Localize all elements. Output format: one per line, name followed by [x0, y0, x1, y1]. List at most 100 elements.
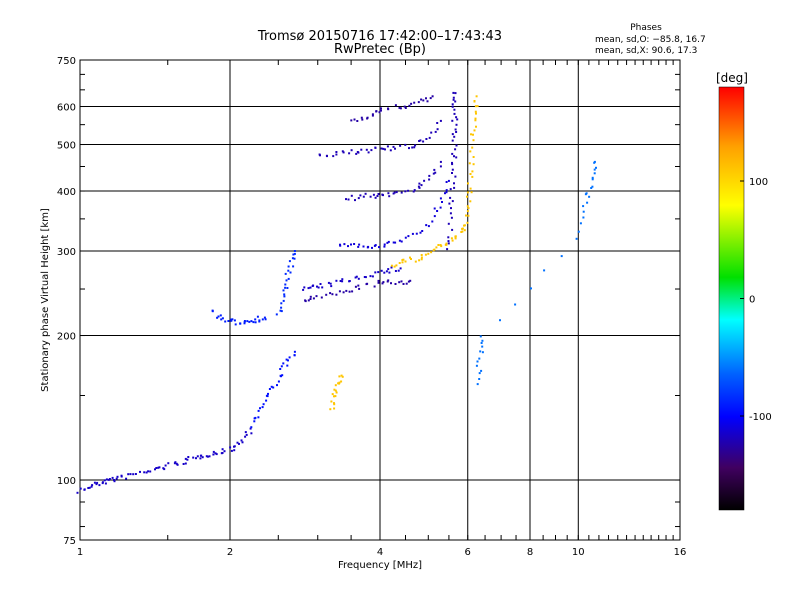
data-point — [374, 196, 377, 199]
y-tick-label: 600 — [57, 103, 76, 114]
gridlines — [80, 60, 680, 540]
data-point — [404, 143, 407, 146]
data-point — [205, 455, 208, 458]
data-point — [333, 407, 336, 410]
data-point — [195, 457, 197, 460]
data-point — [447, 240, 450, 243]
data-point — [132, 473, 135, 476]
data-point — [447, 236, 450, 239]
data-point — [95, 483, 98, 486]
data-point — [390, 264, 393, 267]
data-point — [454, 175, 457, 178]
data-point — [369, 275, 372, 278]
data-point — [455, 123, 458, 126]
data-point — [348, 290, 351, 293]
data-point — [87, 487, 90, 489]
data-point — [275, 313, 278, 316]
data-point — [315, 295, 318, 298]
data-point — [272, 386, 275, 389]
data-point — [343, 243, 346, 246]
tick-labels: 1 2 4 6 8 10 16 75 100 200 300 400 500 600 750 — [57, 56, 686, 558]
data-point — [454, 235, 457, 238]
data-point — [433, 215, 436, 218]
data-point — [407, 280, 410, 283]
data-point — [412, 190, 415, 193]
data-point — [233, 445, 235, 448]
data-point — [447, 179, 450, 182]
data-point — [380, 147, 383, 150]
data-point — [233, 319, 236, 322]
data-point — [478, 378, 481, 380]
data-point — [246, 320, 249, 323]
data-point — [335, 293, 338, 296]
data-point — [407, 189, 410, 192]
data-point — [420, 258, 423, 261]
data-point — [413, 146, 416, 149]
data-point — [451, 228, 454, 231]
data-point — [291, 257, 294, 260]
data-point — [471, 170, 474, 173]
data-point — [280, 302, 283, 305]
data-point — [230, 318, 233, 321]
data-point — [433, 248, 436, 251]
data-point — [333, 395, 335, 398]
data-point — [449, 212, 452, 215]
data-point — [199, 457, 202, 460]
data-point — [280, 306, 283, 309]
colorbar-ticks: 100 0 -100 — [740, 177, 772, 423]
data-point — [463, 229, 466, 232]
data-point — [414, 144, 417, 147]
data-point — [460, 231, 463, 233]
data-point — [208, 455, 211, 458]
data-point — [341, 375, 344, 378]
data-point — [387, 192, 390, 195]
data-point — [404, 236, 407, 239]
data-point — [285, 358, 288, 361]
data-point — [347, 245, 349, 248]
data-point — [182, 463, 185, 465]
data-point — [332, 155, 335, 158]
x-tick-label: 1 — [77, 547, 83, 558]
data-point — [383, 245, 386, 248]
x-tick-label: 10 — [572, 547, 585, 558]
data-point — [402, 283, 405, 285]
data-point — [347, 198, 350, 201]
data-point — [389, 149, 392, 152]
data-point — [419, 139, 422, 142]
x-tick-label: 6 — [465, 547, 471, 558]
data-point — [475, 112, 477, 115]
data-point — [200, 454, 203, 457]
data-point — [466, 210, 469, 213]
data-point — [439, 165, 442, 168]
data-point — [267, 392, 269, 395]
data-point — [446, 248, 449, 251]
data-point — [289, 271, 292, 274]
data-point — [393, 265, 396, 268]
data-point — [431, 95, 434, 98]
data-point — [392, 241, 395, 244]
data-point — [582, 216, 585, 219]
data-point — [428, 178, 431, 181]
data-point — [341, 150, 344, 153]
data-point — [386, 145, 389, 148]
data-point — [265, 399, 268, 402]
data-point — [329, 408, 332, 411]
data-point — [466, 191, 469, 194]
data-point — [461, 227, 464, 230]
data-point — [240, 439, 243, 442]
data-point — [236, 441, 239, 444]
data-point — [280, 375, 282, 378]
data-point — [417, 185, 420, 188]
data-point — [221, 317, 224, 320]
data-point — [317, 286, 320, 289]
data-point — [115, 477, 118, 480]
data-point — [425, 138, 428, 140]
data-point — [370, 149, 373, 152]
data-point — [466, 195, 468, 198]
data-point — [371, 275, 374, 278]
data-point — [441, 201, 443, 203]
data-point — [479, 350, 482, 353]
data-point — [427, 252, 430, 255]
data-point — [241, 441, 244, 444]
data-point — [286, 364, 289, 367]
